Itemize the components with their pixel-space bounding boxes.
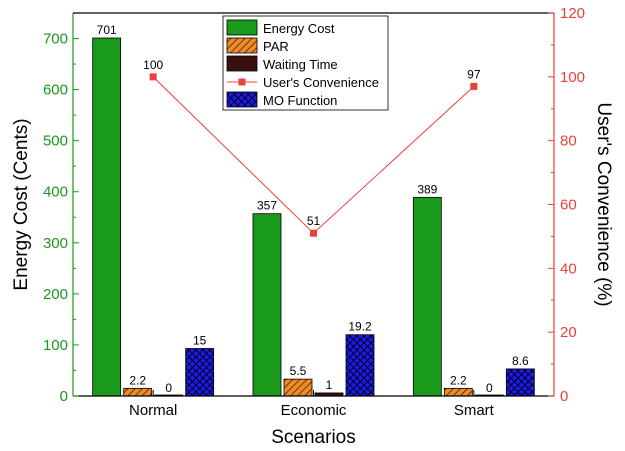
data-label-par-normal: 2.2 [129, 373, 146, 387]
convenience-label-normal: 100 [143, 58, 163, 72]
legend-swatch-par [226, 37, 258, 54]
bar-par-economic [283, 378, 313, 397]
y-left-tick-label-400: 400 [43, 184, 68, 201]
legend-label-par: PAR [263, 39, 289, 54]
legend-label-user-s-convenience: User's Convenience [263, 75, 379, 90]
data-label-energy-cost-smart: 389 [417, 182, 437, 196]
y-left-tick-label-100: 100 [43, 337, 68, 354]
legend-swatch-waiting-time [226, 55, 258, 72]
plot-area: 701 357 389 2.2 5.5 2.2 0 1 0 15 19.2 8.6 100 51 97 0 10… [43, 5, 585, 419]
data-label-waiting-time-normal: 0 [165, 381, 172, 395]
convenience-point-economic [310, 229, 317, 237]
y-left-tick-label-500: 500 [43, 133, 68, 150]
bar-mo-function-economic [345, 334, 375, 397]
y-right-tick-label-80: 80 [560, 133, 577, 150]
x-tick-label-normal: Normal [129, 402, 177, 419]
bar-energy-cost-normal [92, 37, 122, 397]
y-left-tick-label-600: 600 [43, 82, 68, 99]
data-label-energy-cost-economic: 357 [257, 199, 277, 213]
y-right-tick-label-20: 20 [560, 324, 577, 341]
x-tick-label-economic: Economic [281, 402, 347, 419]
y-left-tick-label-300: 300 [43, 235, 68, 252]
legend-label-waiting-time: Waiting Time [263, 57, 338, 72]
legend-swatch-energy-cost [226, 19, 258, 36]
convenience-point-smart [470, 82, 478, 90]
x-axis-label: Scenarios [271, 427, 356, 448]
legend-label-energy-cost: Energy Cost [263, 21, 335, 36]
legend: Energy Cost PAR Waiting Time User's Conveni… [222, 15, 389, 111]
bar-energy-cost-economic [252, 213, 282, 397]
data-label-mo-function-smart: 8.6 [512, 354, 529, 368]
y-right-tick-label-120: 120 [560, 5, 585, 22]
convenience-label-smart: 97 [467, 67, 481, 81]
y-right-tick-label-60: 60 [560, 197, 577, 214]
data-label-waiting-time-economic: 1 [326, 378, 333, 392]
y-right-tick-label-0: 0 [560, 388, 568, 405]
y-left-tick-label-700: 700 [43, 31, 68, 48]
data-label-energy-cost-normal: 701 [97, 23, 117, 37]
y-right-tick-label-40: 40 [560, 260, 577, 277]
data-label-par-economic: 5.5 [290, 364, 307, 378]
legend-swatch-mo-function [226, 91, 258, 108]
data-label-waiting-time-smart: 0 [486, 381, 493, 395]
bar-par-normal [123, 387, 153, 397]
legend-marker-user-s-convenience [238, 78, 246, 86]
data-label-mo-function-normal: 15 [193, 334, 207, 348]
bar-par-smart [443, 387, 473, 397]
legend-label-mo-function: MO Function [263, 93, 337, 108]
bar-energy-cost-smart [412, 196, 442, 397]
bar-mo-function-normal [185, 348, 215, 397]
y-right-tick-label-100: 100 [560, 69, 585, 86]
data-label-par-smart: 2.2 [450, 373, 467, 387]
y-axis-left-label: Energy Cost (Cents) [11, 118, 32, 290]
y-left-tick-label-0: 0 [60, 388, 68, 405]
x-tick-label-smart: Smart [454, 402, 495, 419]
convenience-point-normal [149, 73, 157, 81]
bar-mo-function-smart [505, 368, 535, 397]
y-axis-right-label: User's Convenience (%) [593, 102, 614, 306]
y-left-tick-label-200: 200 [43, 286, 68, 303]
convenience-label-economic: 51 [307, 214, 321, 228]
data-label-mo-function-economic: 19.2 [348, 320, 372, 334]
